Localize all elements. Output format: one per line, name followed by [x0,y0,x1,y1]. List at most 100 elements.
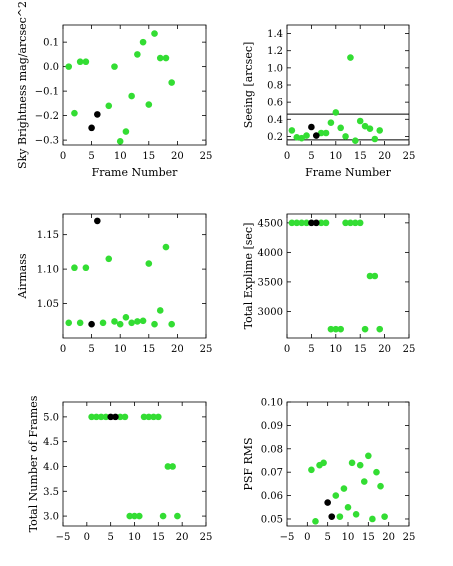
x-tick-label: 15 [354,151,367,162]
data-point-green [352,137,359,145]
data-point-green [298,134,305,142]
y-tick-label: 0.8 [267,81,283,92]
y-tick-label: 1.10 [37,265,59,276]
x-tick-label: 0 [84,532,90,543]
x-tick-label: 20 [171,344,184,355]
data-point-green [65,319,73,327]
plot-frame [62,213,207,339]
data-point-green [76,319,84,327]
y-tick-label: 3.5 [43,487,59,498]
plot-frame [286,213,410,339]
data-point-green [352,511,360,518]
x-tick-label: 25 [403,532,416,543]
x-axis-title: Frame Number [305,166,392,179]
x-axis-title: Frame Number [92,166,179,179]
data-point-green [159,512,167,520]
data-point-green [128,319,135,327]
data-point-green [97,413,105,421]
data-point-black [107,413,114,421]
data-point-green [151,320,158,328]
data-point-green [327,119,335,127]
data-point-green [93,413,100,421]
data-point-green [116,320,124,328]
data-point-green [99,319,107,327]
data-point-green [373,468,380,476]
data-point-black [312,219,320,227]
x-tick-label: 0 [60,151,66,162]
data-point-green [320,459,327,467]
x-tick-label: 15 [152,532,165,543]
panel-airmass: Airmass 0 5 10 15 20 25 1.05 1.10 1.15 [16,213,213,355]
data-point-green [347,54,354,61]
x-tick-label: 0 [284,344,290,355]
y-tick-label: 4000 [258,248,283,259]
data-point-green [156,307,164,314]
y-tick-label: 0.6 [267,98,283,109]
data-point-green [116,138,124,145]
y-tick-label: 3000 [258,307,283,318]
y-tick-label: 0.1 [43,38,59,49]
data-point-black [88,124,95,132]
data-point-green [131,512,138,520]
x-tick-label: 25 [200,344,213,355]
y-tick-label: 0.06 [261,491,283,502]
y-tick-label: 5.0 [43,412,59,423]
data-point-green [128,92,135,100]
y-axis-title: PSF RMS [242,437,255,490]
y-tick-label: 1.4 [267,29,283,40]
x-tick-label: 10 [128,532,141,543]
data-point-green [111,63,118,70]
y-tick-label: 4.0 [43,462,59,473]
x-tick-label: 5 [107,532,113,543]
data-point-green [332,109,340,116]
data-point-green [303,219,310,227]
y-tick-label: −0.1 [35,87,59,98]
x-tick-label: 0 [304,532,310,543]
data-point-green [342,219,349,227]
y-tick-label: 0.2 [267,132,283,143]
data-point-green [381,513,388,520]
data-point-green [293,133,301,141]
data-point-green [371,272,379,280]
data-point-green [71,264,78,272]
data-point-green [168,79,175,86]
data-point-green [162,243,170,251]
data-point-green [164,463,172,470]
x-tick-label: −5 [280,532,295,543]
data-point-green [111,318,118,325]
y-tick-label: 0.0 [43,62,59,73]
data-point-green [322,219,330,227]
data-point-green [344,503,352,511]
y-tick-label: 0.10 [261,398,283,409]
data-point-green [332,325,340,333]
data-point-green [308,466,315,474]
data-point-green [102,413,110,421]
x-tick-label: 5 [324,532,330,543]
data-point-green [369,515,376,523]
data-point-green [366,125,374,133]
data-point-green [317,129,325,137]
y-tick-label: 4500 [258,218,283,229]
x-tick-label: 15 [354,344,367,355]
data-point-green [116,413,124,421]
x-tick-label: 10 [329,344,342,355]
data-point-green [365,452,372,460]
data-point-green [347,219,354,227]
x-tick-label: 5 [308,151,314,162]
x-tick-label: 10 [114,151,127,162]
data-point-green [105,102,113,110]
data-point-green [376,325,384,333]
data-point-green [356,117,364,125]
data-point-green [348,459,356,467]
y-tick-label: 0.07 [261,468,283,479]
data-point-green [155,413,162,421]
x-tick-label: 20 [176,532,189,543]
data-point-green [377,482,384,490]
y-tick-label: 0.4 [267,115,283,126]
data-point-green [140,413,148,421]
data-point-green [337,124,344,132]
data-point-green [135,512,143,520]
y-tick-label: −0.3 [35,136,59,147]
data-point-black [328,513,336,520]
data-point-black [308,123,315,131]
